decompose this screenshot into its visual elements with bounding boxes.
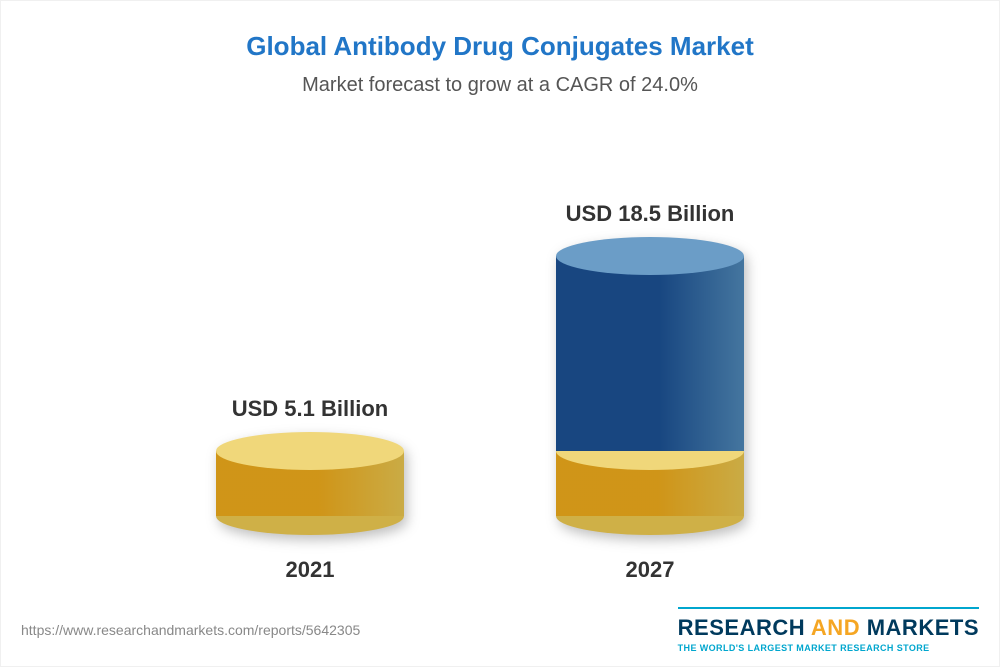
source-url: https://www.researchandmarkets.com/repor… (21, 622, 360, 638)
year-label: 2021 (216, 557, 404, 583)
value-label: USD 5.1 Billion (176, 396, 444, 422)
logo-word-and: AND (811, 615, 860, 640)
value-label: USD 18.5 Billion (516, 201, 784, 227)
chart-area: USD 5.1 Billion2021USD 18.5 Billion2027 (1, 121, 999, 561)
year-label: 2027 (556, 557, 744, 583)
chart-subtitle: Market forecast to grow at a CAGR of 24.… (1, 74, 999, 97)
logo: RESEARCH AND MARKETS THE WORLD'S LARGEST… (678, 607, 979, 653)
logo-tagline: THE WORLD'S LARGEST MARKET RESEARCH STOR… (678, 643, 979, 653)
chart-title: Global Antibody Drug Conjugates Market (1, 1, 999, 62)
logo-word-markets: MARKETS (867, 615, 979, 640)
logo-text: RESEARCH AND MARKETS (678, 615, 979, 641)
footer: https://www.researchandmarkets.com/repor… (1, 604, 999, 666)
infographic-container: Global Antibody Drug Conjugates Market M… (0, 0, 1000, 667)
logo-word-research: RESEARCH (678, 615, 805, 640)
